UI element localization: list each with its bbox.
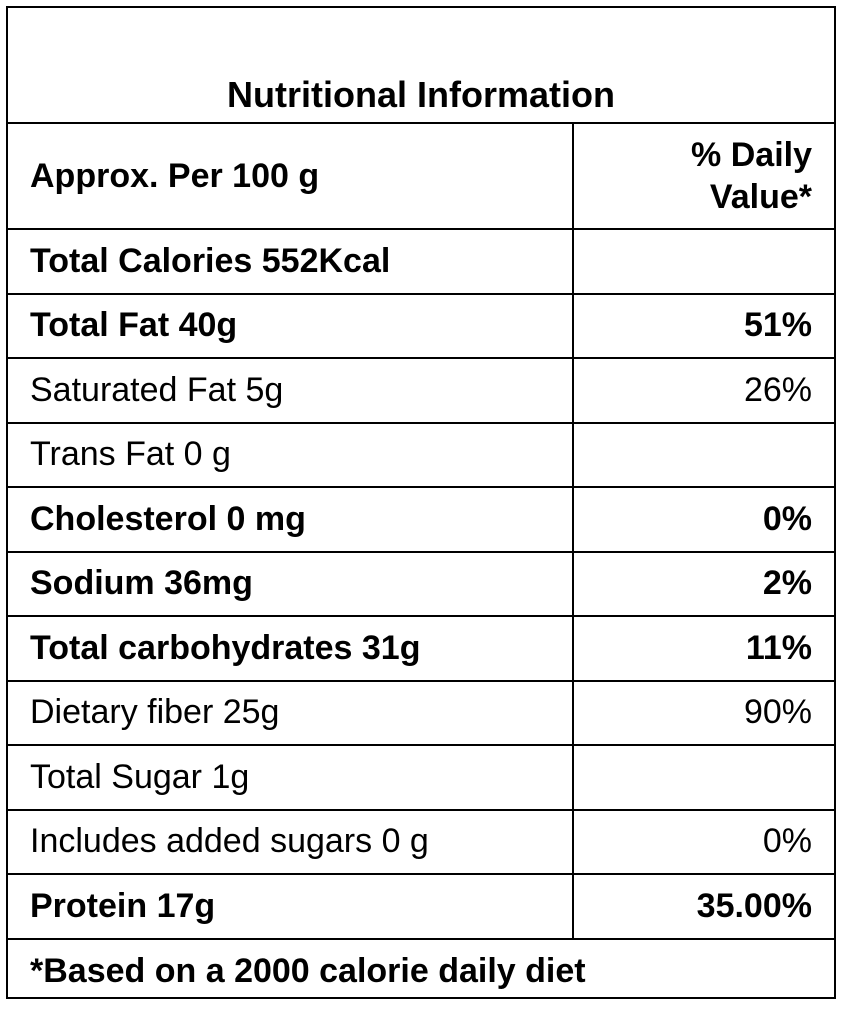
nutrient-row: Cholesterol 0 mg 0% bbox=[8, 486, 834, 553]
nutrient-row: Total Fat 40g 51% bbox=[8, 292, 834, 359]
footnote-row: *Based on a 2000 calorie daily diet bbox=[8, 937, 834, 1003]
nutrient-label: Total Calories 552Kcal bbox=[8, 228, 574, 295]
nutrient-row: Sodium 36mg 2% bbox=[8, 550, 834, 617]
daily-value-header: % Daily Value* bbox=[572, 122, 834, 230]
nutrient-row: Total Sugar 1g bbox=[8, 744, 834, 811]
panel-title: Nutritional Information bbox=[227, 74, 615, 115]
nutrient-label: Total Sugar 1g bbox=[8, 744, 574, 811]
nutrient-row: Trans Fat 0 g bbox=[8, 421, 834, 488]
footnote: *Based on a 2000 calorie daily diet bbox=[8, 937, 834, 1003]
nutrient-label: Total Fat 40g bbox=[8, 292, 574, 359]
nutrient-label: Dietary fiber 25g bbox=[8, 679, 574, 746]
daily-value: 2% bbox=[572, 550, 834, 617]
serving-size-label: Approx. Per 100 g bbox=[8, 122, 574, 230]
nutrient-row: Total Calories 552Kcal bbox=[8, 228, 834, 295]
nutrient-row: Includes added sugars 0 g 0% bbox=[8, 808, 834, 875]
nutrient-label: Sodium 36mg bbox=[8, 550, 574, 617]
daily-value: 26% bbox=[572, 357, 834, 424]
daily-value bbox=[572, 744, 834, 811]
daily-value: 90% bbox=[572, 679, 834, 746]
nutrient-row: Dietary fiber 25g 90% bbox=[8, 679, 834, 746]
nutrition-table: Approx. Per 100 g % Daily Value* Total C… bbox=[8, 122, 834, 1003]
nutrient-label: Protein 17g bbox=[8, 873, 574, 940]
nutrient-row: Saturated Fat 5g 26% bbox=[8, 357, 834, 424]
nutrient-label: Cholesterol 0 mg bbox=[8, 486, 574, 553]
daily-value: 35.00% bbox=[572, 873, 834, 940]
daily-value: 0% bbox=[572, 808, 834, 875]
nutrient-row: Protein 17g 35.00% bbox=[8, 873, 834, 940]
title-row: Nutritional Information bbox=[8, 8, 834, 124]
daily-value: 51% bbox=[572, 292, 834, 359]
nutrient-label: Includes added sugars 0 g bbox=[8, 808, 574, 875]
nutrient-row: Total carbohydrates 31g 11% bbox=[8, 615, 834, 682]
nutrient-label: Trans Fat 0 g bbox=[8, 421, 574, 488]
daily-value: 0% bbox=[572, 486, 834, 553]
daily-value: 11% bbox=[572, 615, 834, 682]
daily-value bbox=[572, 421, 834, 488]
nutrient-label: Saturated Fat 5g bbox=[8, 357, 574, 424]
daily-value bbox=[572, 228, 834, 295]
nutrient-label: Total carbohydrates 31g bbox=[8, 615, 574, 682]
nutrition-panel: Nutritional Information Approx. Per 100 … bbox=[6, 6, 836, 1003]
header-row: Approx. Per 100 g % Daily Value* bbox=[8, 122, 834, 230]
